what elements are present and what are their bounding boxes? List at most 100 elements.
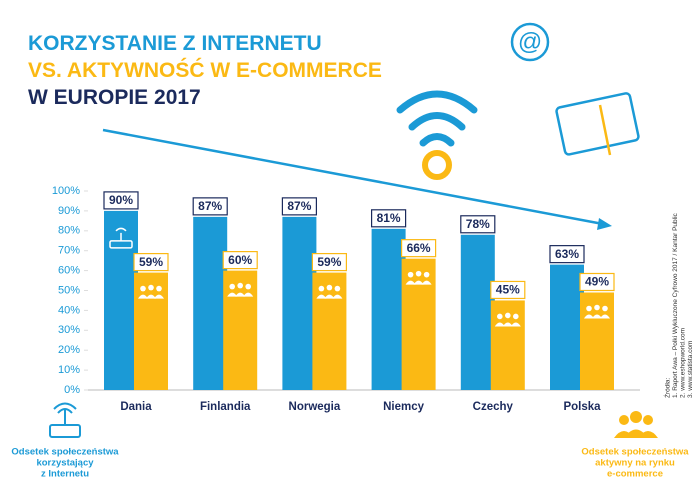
at-sign: @ bbox=[518, 28, 542, 55]
legend-label: aktywny na rynku bbox=[595, 458, 675, 469]
value-label-box bbox=[133, 252, 169, 272]
person-head bbox=[156, 285, 162, 292]
x-tick-label: Czechy bbox=[473, 401, 514, 413]
card-icon bbox=[555, 92, 640, 156]
person-body bbox=[154, 294, 164, 299]
bar bbox=[460, 234, 495, 390]
value-label-box bbox=[222, 251, 258, 270]
person-body bbox=[600, 314, 610, 319]
people-icon bbox=[405, 270, 432, 285]
person-head bbox=[318, 285, 325, 292]
value-label-box bbox=[103, 191, 139, 210]
bar bbox=[550, 264, 584, 390]
bar bbox=[371, 228, 406, 390]
y-tick-label: 60% bbox=[58, 265, 80, 277]
value-label: 49% bbox=[585, 275, 609, 289]
y-tick-label: 50% bbox=[58, 284, 80, 296]
person-body bbox=[235, 292, 246, 297]
legend-label: e-commerce bbox=[607, 469, 663, 480]
y-tick-label: 10% bbox=[58, 364, 80, 376]
person-head bbox=[586, 305, 592, 312]
person-head bbox=[594, 304, 600, 311]
person-head bbox=[602, 305, 608, 312]
person-head bbox=[140, 285, 146, 292]
person-body bbox=[324, 294, 335, 299]
bar bbox=[312, 272, 347, 390]
value-label: 45% bbox=[496, 283, 520, 297]
people-icon bbox=[494, 312, 521, 327]
bar bbox=[282, 216, 317, 390]
person-head bbox=[505, 312, 511, 319]
title-line: W EUROPIE 2017 bbox=[28, 86, 201, 109]
value-label-box bbox=[371, 209, 407, 228]
value-label-box bbox=[549, 245, 585, 264]
person-head bbox=[148, 284, 154, 291]
people-icon bbox=[138, 284, 164, 299]
person-body bbox=[592, 314, 602, 319]
x-tick-label: Polska bbox=[563, 401, 601, 413]
person-body bbox=[510, 322, 521, 327]
person-head bbox=[497, 313, 503, 320]
value-label: 63% bbox=[555, 247, 579, 261]
value-label: 81% bbox=[377, 211, 401, 225]
legend-label: korzystający bbox=[36, 458, 94, 469]
y-tick-label: 70% bbox=[58, 245, 80, 257]
person-body bbox=[502, 322, 513, 327]
value-label: 90% bbox=[109, 193, 133, 207]
value-label-box bbox=[311, 252, 347, 272]
x-tick-label: Norwegia bbox=[289, 401, 341, 413]
bar bbox=[134, 272, 168, 390]
value-label-box bbox=[490, 280, 526, 300]
value-label: 87% bbox=[287, 199, 311, 213]
person-body bbox=[138, 294, 148, 299]
value-label: 59% bbox=[317, 255, 341, 269]
router-icon bbox=[109, 227, 133, 249]
y-tick-label: 90% bbox=[58, 205, 80, 217]
bar bbox=[401, 258, 436, 390]
person-body bbox=[584, 314, 594, 319]
value-label-box bbox=[192, 197, 228, 216]
person-head bbox=[407, 271, 414, 278]
wifi-icon bbox=[396, 90, 478, 180]
people-legend-icon bbox=[614, 411, 658, 438]
people-icon bbox=[584, 304, 610, 319]
y-tick-label: 100% bbox=[52, 185, 80, 197]
person-body bbox=[494, 322, 505, 327]
value-label-box bbox=[460, 215, 496, 234]
arrow-head bbox=[597, 218, 612, 230]
value-label: 59% bbox=[139, 255, 163, 269]
x-tick-label: Dania bbox=[120, 401, 152, 413]
y-tick-label: 40% bbox=[58, 304, 80, 316]
person-head bbox=[326, 284, 333, 291]
router-waves bbox=[115, 227, 127, 241]
person-head bbox=[245, 283, 251, 290]
person-body bbox=[227, 292, 238, 297]
value-label-box bbox=[281, 197, 317, 216]
title-line: KORZYSTANIE Z INTERNETU bbox=[28, 32, 322, 55]
legend-label: z Internetu bbox=[41, 469, 89, 480]
person-body bbox=[413, 280, 424, 285]
people-icon bbox=[227, 282, 254, 297]
x-tick-label: Finlandia bbox=[200, 401, 251, 413]
person-body bbox=[405, 280, 416, 285]
trend-arrow bbox=[102, 128, 604, 226]
x-tick-label: Niemcy bbox=[383, 401, 425, 413]
value-label-box bbox=[401, 239, 437, 258]
bar bbox=[193, 216, 228, 390]
source-line: 3. www.statista.com bbox=[687, 341, 694, 398]
person-head bbox=[415, 270, 422, 277]
people-icon bbox=[316, 284, 343, 299]
person-body bbox=[316, 294, 327, 299]
router-legend-icon bbox=[49, 402, 81, 438]
person-body bbox=[243, 292, 254, 297]
at-icon bbox=[510, 22, 550, 62]
person-body bbox=[421, 280, 432, 285]
person-head bbox=[229, 283, 235, 290]
value-label: 78% bbox=[466, 217, 490, 231]
y-tick-label: 30% bbox=[58, 324, 80, 336]
value-label-box bbox=[579, 272, 615, 292]
legend-label: Odsetek społeczeństwa bbox=[581, 447, 689, 458]
y-tick-label: 0% bbox=[64, 384, 80, 396]
person-head bbox=[334, 285, 341, 292]
